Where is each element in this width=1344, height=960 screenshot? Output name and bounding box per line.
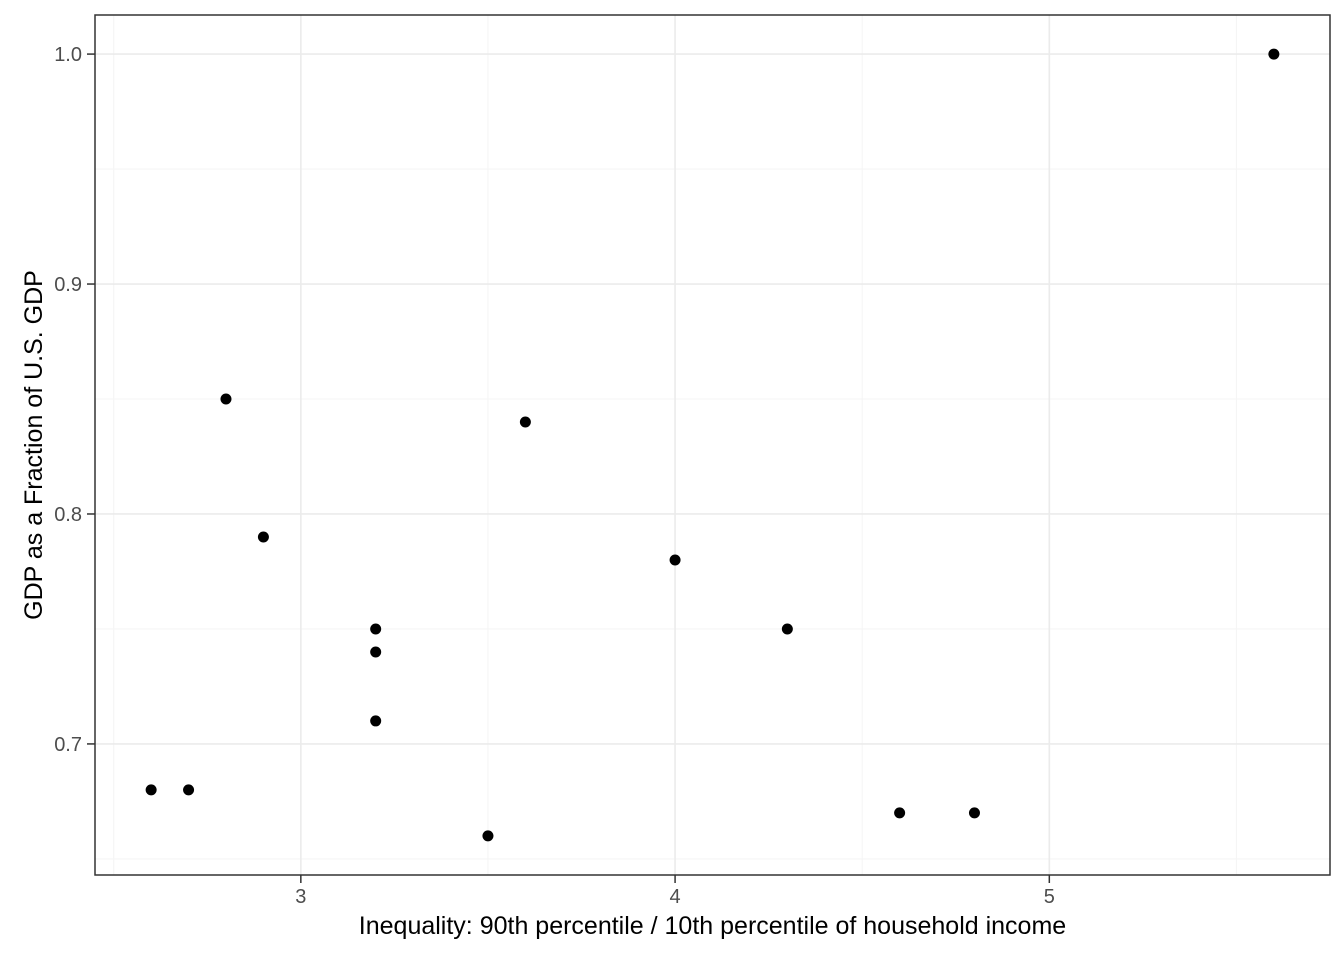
y-tick-label: 0.7 — [54, 734, 82, 756]
data-point — [145, 784, 157, 796]
data-point — [257, 531, 269, 543]
x-tick-label: 5 — [1044, 886, 1055, 908]
y-tick-label: 1.0 — [54, 44, 82, 66]
x-tick-label: 3 — [295, 886, 306, 908]
data-point — [894, 807, 906, 819]
data-point — [370, 623, 382, 635]
y-axis-tick-labels: 0.7 0.8 0.9 1.0 — [54, 44, 82, 756]
data-point — [370, 715, 382, 727]
major-gridlines — [95, 15, 1330, 875]
axis-tick-marks — [87, 53, 1051, 883]
data-point — [482, 830, 494, 842]
data-point — [968, 807, 980, 819]
data-point — [519, 416, 531, 428]
data-point — [220, 393, 232, 405]
data-point — [370, 646, 382, 658]
data-point — [669, 554, 681, 566]
y-axis-title: GDP as a Fraction of U.S. GDP — [20, 270, 48, 620]
x-tick-label: 4 — [670, 886, 681, 908]
data-point — [1268, 48, 1280, 60]
x-axis-title: Inequality: 90th percentile / 10th perce… — [359, 912, 1066, 940]
y-tick-label: 0.8 — [54, 504, 82, 526]
panel-border — [94, 14, 1331, 876]
data-points-layer — [145, 48, 1280, 842]
data-point — [183, 784, 195, 796]
data-point — [781, 623, 793, 635]
y-tick-label: 0.9 — [54, 274, 82, 296]
minor-gridlines — [95, 15, 1330, 875]
x-axis-tick-labels: 3 4 5 — [295, 886, 1055, 908]
